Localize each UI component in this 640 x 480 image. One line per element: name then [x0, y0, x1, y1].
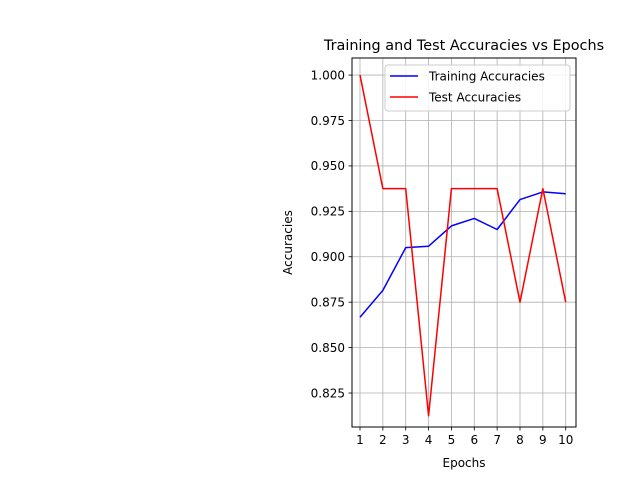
y-tick-label: 1.000 [311, 68, 345, 82]
x-tick-label: 2 [379, 433, 387, 447]
x-tick-label: 4 [425, 433, 433, 447]
x-axis-label: Epochs [443, 456, 486, 470]
legend-box [384, 64, 571, 112]
y-tick-label: 0.975 [311, 114, 345, 128]
y-axis-label: Accuracies [281, 210, 295, 275]
axis-ticks: 1 2 3 4 5 6 7 8 9 10 0.825 0.850 0.875 0.900 0.925 0.95… [311, 68, 574, 447]
x-tick-label: 9 [539, 433, 547, 447]
x-tick-label: 7 [493, 433, 501, 447]
y-tick-label: 0.925 [311, 205, 345, 219]
x-tick-label: 6 [470, 433, 478, 447]
x-tick-label: 1 [356, 433, 364, 447]
legend-label-training: Training Accuracies [428, 70, 545, 84]
legend-label-test: Test Accuracies [428, 91, 521, 105]
y-tick-label: 0.950 [311, 159, 345, 173]
series-line-training [359, 191, 566, 318]
x-tick-label: 10 [558, 433, 573, 447]
legend: Training Accuracies Test Accuracies [384, 64, 571, 112]
axes-frame [351, 57, 577, 428]
y-tick-label: 0.825 [311, 386, 345, 400]
chart-title: Training and Test Accuracies vs Epochs [323, 38, 604, 54]
series-lines [359, 74, 567, 417]
x-tick-label: 3 [402, 433, 410, 447]
x-tick-label: 8 [516, 433, 524, 447]
y-tick-label: 0.900 [311, 250, 345, 264]
grid-lines [352, 58, 576, 427]
y-tick-label: 0.875 [311, 295, 345, 309]
series-line-test [359, 74, 567, 417]
y-tick-label: 0.850 [311, 341, 345, 355]
x-tick-label: 5 [448, 433, 456, 447]
